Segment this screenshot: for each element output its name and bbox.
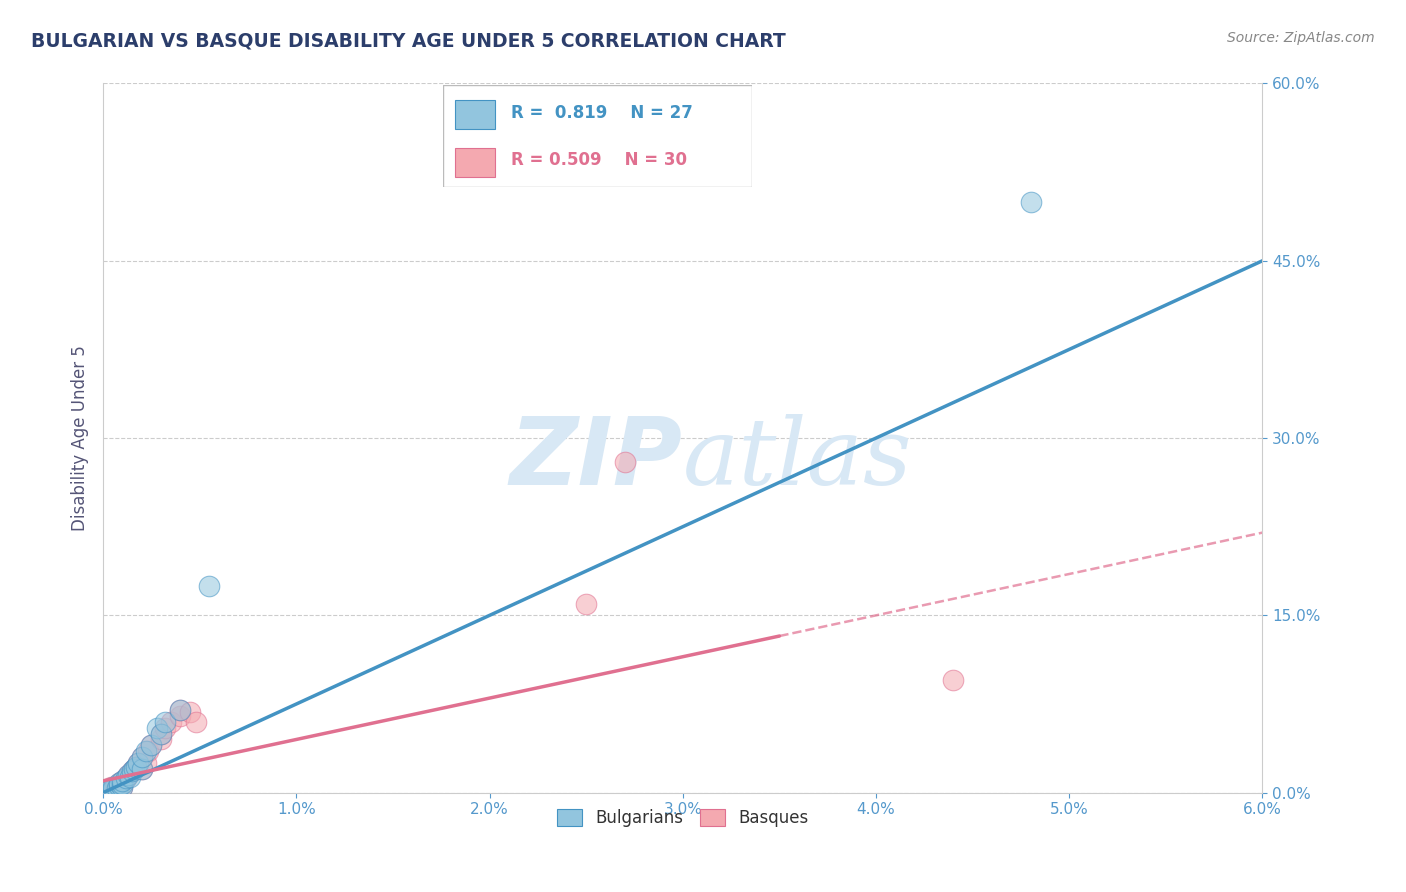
Point [121,764,143,779]
Point [159,714,181,729]
Point [122,762,145,776]
Y-axis label: Disability Age Under 5: Disability Age Under 5 [72,345,89,531]
Point [135,756,157,770]
Point [136,744,159,758]
Point [96,784,118,798]
Point [150,726,173,740]
Point [101,780,124,794]
Point [120,770,142,784]
Text: R = 0.509    N = 30: R = 0.509 N = 30 [510,151,688,169]
Point [169,703,191,717]
Point [105,779,128,793]
Point [150,726,173,740]
Point [169,708,191,723]
Point [575,597,598,611]
Point [198,579,221,593]
Point [125,759,148,773]
Point [121,764,143,779]
Point [127,756,149,770]
Point [115,772,138,786]
Point [131,750,153,764]
Point [97,782,120,797]
Point [96,783,118,797]
Point [141,739,163,753]
Point [122,762,145,776]
Point [1019,194,1042,209]
Point [141,739,163,753]
Point [111,780,134,794]
Point [153,721,176,735]
Point [169,703,191,717]
Point [107,779,129,793]
Point [131,750,153,764]
Text: Source: ZipAtlas.com: Source: ZipAtlas.com [1227,31,1375,45]
Point [184,714,207,729]
Point [111,777,134,791]
Text: R =  0.819    N = 27: R = 0.819 N = 27 [510,104,693,122]
Point [105,780,128,795]
Point [117,768,139,782]
Point [146,721,169,735]
Point [111,773,134,788]
Point [101,782,124,797]
Point [131,762,153,776]
Point [613,455,636,469]
Point [125,759,148,773]
Text: atlas: atlas [683,414,912,504]
Point [111,780,134,794]
Legend: Bulgarians, Basques: Bulgarians, Basques [550,803,815,834]
Point [942,673,965,688]
Point [117,768,139,782]
Point [100,780,122,794]
Point [115,772,138,786]
Point [150,732,173,747]
Point [131,762,153,776]
Bar [456,100,495,128]
Text: ZIP: ZIP [510,413,683,506]
Text: BULGARIAN VS BASQUE DISABILITY AGE UNDER 5 CORRELATION CHART: BULGARIAN VS BASQUE DISABILITY AGE UNDER… [31,31,786,50]
Point [107,776,129,790]
Point [153,714,176,729]
Point [127,756,149,770]
FancyBboxPatch shape [443,85,752,187]
Point [104,780,127,795]
Point [111,773,134,788]
Bar [456,148,495,177]
Point [97,783,120,797]
Point [135,744,157,758]
Point [107,776,129,790]
Point [179,706,201,720]
